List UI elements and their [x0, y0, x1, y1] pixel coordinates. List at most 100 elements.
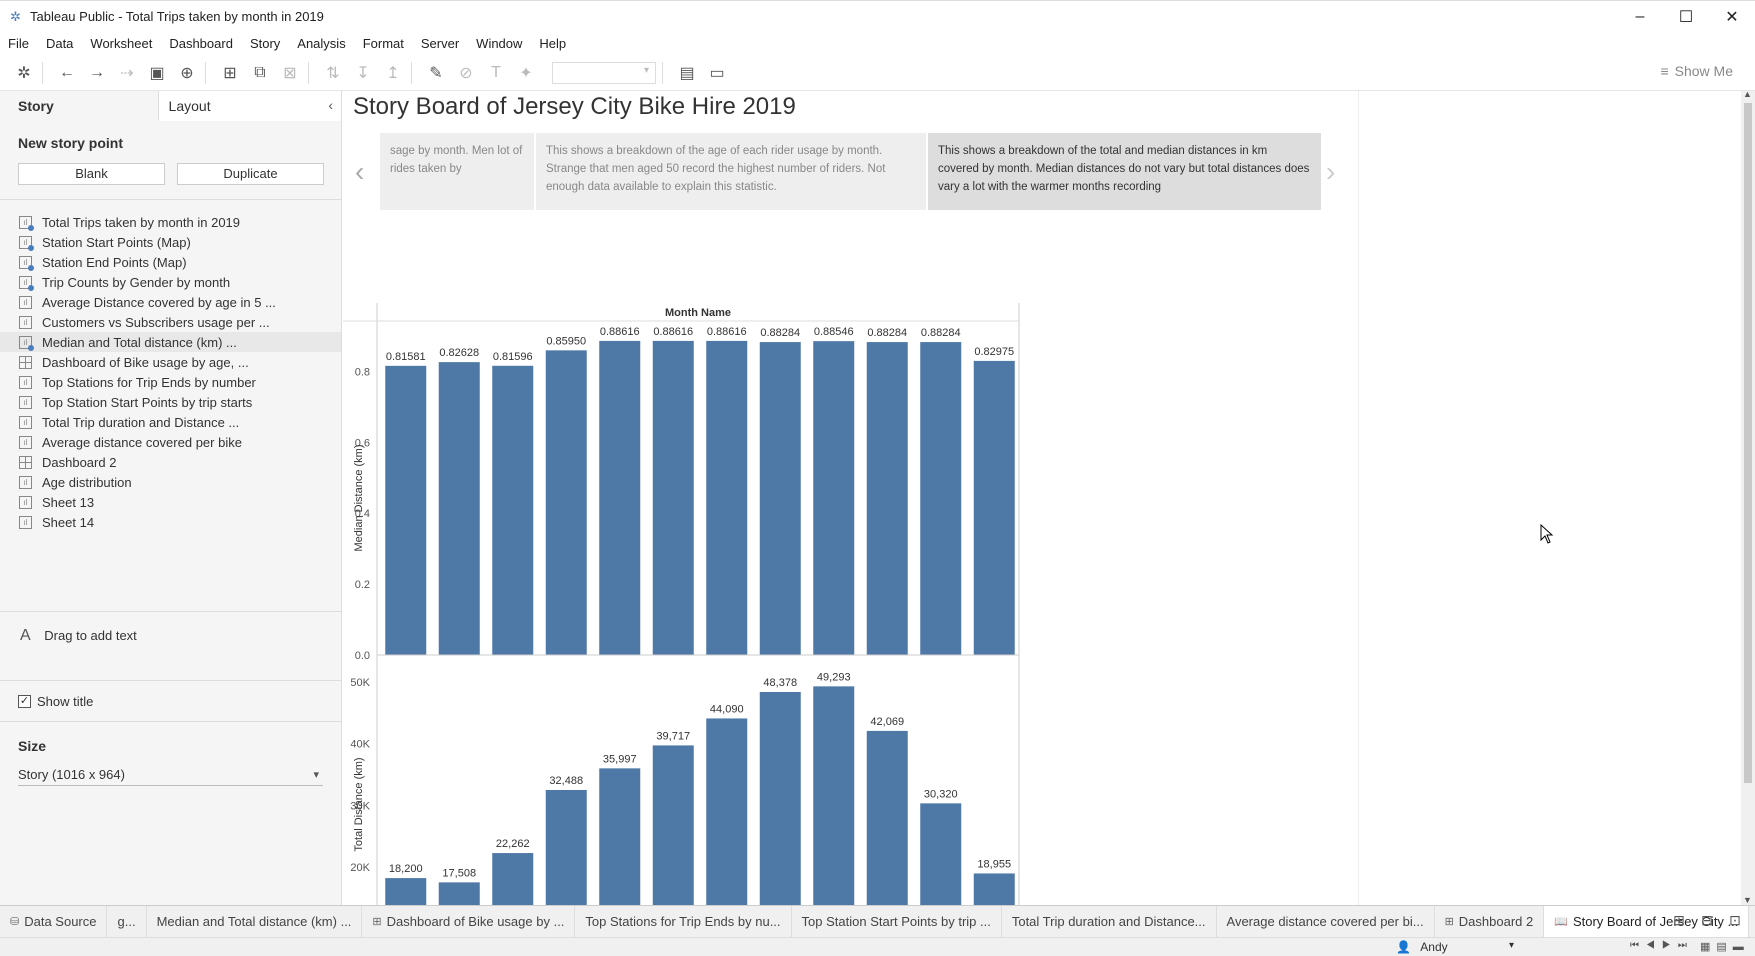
- show-title-checkbox[interactable]: ✓: [18, 695, 31, 708]
- labels-icon[interactable]: T: [491, 63, 501, 81]
- menu-analysis[interactable]: Analysis: [297, 35, 346, 51]
- clear-sheet-icon[interactable]: ⊠: [283, 64, 297, 82]
- group-icon[interactable]: ⊘: [459, 64, 473, 82]
- sheet-tab[interactable]: ⊞ Dashboard of Bike usage by ...: [362, 905, 576, 938]
- previous-story-point-icon[interactable]: ‹: [355, 156, 365, 187]
- close-icon[interactable]: ✕: [1725, 9, 1739, 26]
- sheet-tab-label: Top Station Start Points by trip ...: [801, 913, 991, 929]
- sheet-tab[interactable]: Top Station Start Points by trip ...: [792, 905, 1002, 938]
- worksheet-icon: ıl: [19, 275, 34, 291]
- presentation-icon[interactable]: ▭: [709, 64, 725, 82]
- fit-select[interactable]: [552, 61, 656, 84]
- replay-icon[interactable]: ⇢: [120, 64, 134, 82]
- sheet-list-item[interactable]: ıl Top Station Start Points by trip start…: [0, 392, 341, 412]
- sheet-tab-label: Average distance covered per bi...: [1226, 913, 1424, 929]
- scroll-up-icon[interactable]: ▲: [1743, 89, 1752, 99]
- collapse-panel-icon[interactable]: ‹: [328, 97, 333, 113]
- menu-file[interactable]: File: [8, 35, 29, 51]
- sheet-list-item[interactable]: ıl Average distance covered per bike: [0, 432, 341, 452]
- sheet-tab[interactable]: g...: [107, 905, 147, 938]
- menu-story[interactable]: Story: [249, 35, 281, 51]
- sheet-list-item[interactable]: ıl Total Trip duration and Distance ...: [0, 412, 341, 432]
- data-label: 0.81581: [386, 351, 426, 363]
- sheet-list-item[interactable]: ıl Station End Points (Map): [0, 252, 341, 272]
- canvas-boundary: [1358, 91, 1359, 905]
- vertical-scrollbar[interactable]: ▲ ▼: [1741, 89, 1755, 905]
- bar: [813, 686, 855, 911]
- story-point-caption[interactable]: This shows a breakdown of the age of eac…: [536, 133, 926, 210]
- menu-data[interactable]: Data: [45, 35, 74, 51]
- sheet-tab[interactable]: Top Stations for Trip Ends by nu...: [575, 905, 792, 938]
- sheet-list-item[interactable]: ıl Sheet 14: [0, 512, 341, 532]
- duplicate-sheet-icon[interactable]: ⧉: [254, 63, 266, 81]
- user-menu[interactable]: 👤 Andy: [1396, 940, 1514, 954]
- redo-icon[interactable]: →: [89, 63, 105, 81]
- pin-icon[interactable]: ✦: [519, 64, 533, 82]
- sheet-tab[interactable]: Average distance covered per bi...: [1217, 905, 1435, 938]
- new-dashboard-icon[interactable]: ⊟: [1701, 912, 1713, 928]
- sheet-list-item[interactable]: ıl Median and Total distance (km) ...: [0, 332, 341, 352]
- maximize-icon[interactable]: ☐: [1678, 9, 1694, 26]
- menu-server[interactable]: Server: [420, 35, 460, 51]
- scroll-down-icon[interactable]: ▼: [1743, 895, 1752, 905]
- new-worksheet-icon[interactable]: ⊞: [1673, 912, 1685, 928]
- sheet-navigation-icons[interactable]: ⏮◀▶⏭: [1630, 940, 1694, 951]
- bar: [599, 340, 641, 655]
- sheet-list-item[interactable]: ıl Station Start Points (Map): [0, 232, 341, 252]
- sheet-list-item[interactable]: ıl Average Distance covered by age in 5 .…: [0, 292, 341, 312]
- sheet-tab[interactable]: 📖 Story Board of Jersey City ...: [1544, 905, 1750, 938]
- sheet-tab-label: Dashboard 2: [1458, 913, 1534, 929]
- save-icon[interactable]: ▣: [149, 64, 165, 82]
- menu-help[interactable]: Help: [539, 35, 567, 51]
- sheet-list-item[interactable]: ıl Trip Counts by Gender by month: [0, 272, 341, 292]
- sheet-list-item[interactable]: ıl Sheet 13: [0, 492, 341, 512]
- undo-icon[interactable]: ←: [59, 63, 75, 81]
- sheet-tab[interactable]: ⛁ Data Source: [0, 905, 108, 938]
- sheet-tab[interactable]: Total Trip duration and Distance...: [1002, 905, 1217, 938]
- tableau-home-icon[interactable]: ✲: [17, 64, 31, 82]
- show-title-option[interactable]: ✓ Show title: [18, 694, 93, 709]
- sheet-tab[interactable]: Median and Total distance (km) ...: [147, 905, 363, 938]
- sheet-list-item[interactable]: ıl Age distribution: [0, 472, 341, 492]
- new-sheet-icon[interactable]: ⊞: [223, 64, 237, 82]
- tab-layout[interactable]: Layout: [157, 91, 341, 121]
- show-me-button[interactable]: ≡ Show Me: [1660, 63, 1733, 79]
- tab-story[interactable]: Story: [0, 91, 158, 121]
- bar: [866, 342, 908, 655]
- view-mode-icons[interactable]: ▦▤▬: [1700, 941, 1750, 953]
- bar: [545, 350, 587, 655]
- sort-descending-icon[interactable]: ↥: [386, 64, 400, 82]
- story-point-caption[interactable]: sage by month. Men lot of rides taken by: [380, 133, 534, 210]
- sheet-tab[interactable]: ⊞ Dashboard 2: [1435, 905, 1545, 938]
- next-story-point-icon[interactable]: ›: [1326, 156, 1336, 187]
- sort-ascending-icon[interactable]: ↧: [356, 64, 370, 82]
- sheet-list-item[interactable]: ıl Top Stations for Trip Ends by number: [0, 372, 341, 392]
- sheet-tab-label: Median and Total distance (km) ...: [156, 913, 352, 929]
- menu-worksheet[interactable]: Worksheet: [90, 35, 153, 51]
- highlight-icon[interactable]: ✎: [429, 64, 443, 82]
- minimize-icon[interactable]: –: [1635, 8, 1645, 25]
- duplicate-button[interactable]: Duplicate: [177, 163, 324, 185]
- sheet-list-label: Age distribution: [42, 474, 132, 490]
- y-tick-label: 0.8: [355, 366, 370, 378]
- sheet-list-item[interactable]: Dashboard 2: [0, 452, 341, 472]
- menu-dashboard[interactable]: Dashboard: [169, 35, 233, 51]
- blank-button[interactable]: Blank: [18, 163, 165, 185]
- scrollbar-thumb[interactable]: [1744, 103, 1752, 783]
- size-dropdown[interactable]: Story (1016 x 964): [18, 766, 323, 786]
- bar: [492, 853, 534, 911]
- story-point-caption-active[interactable]: This shows a breakdown of the total and …: [928, 133, 1321, 210]
- new-story-icon[interactable]: ⊡: [1729, 912, 1741, 928]
- menu-window[interactable]: Window: [476, 35, 523, 51]
- sheet-list-item[interactable]: ıl Total Trips taken by month in 2019: [0, 212, 341, 232]
- y-tick-label: 30K: [350, 800, 370, 812]
- add-datasource-icon[interactable]: ⊕: [180, 64, 194, 82]
- menu-format[interactable]: Format: [362, 35, 404, 51]
- drag-text-area[interactable]: A Drag to add text: [0, 611, 341, 681]
- show-cards-icon[interactable]: ▤: [679, 64, 695, 82]
- sheet-list-label: Station Start Points (Map): [42, 234, 191, 250]
- swap-icon[interactable]: ⇅: [326, 64, 340, 82]
- data-label: 0.82975: [974, 346, 1014, 358]
- sheet-list-item[interactable]: ıl Customers vs Subscribers usage per ...: [0, 312, 341, 332]
- sheet-list-item[interactable]: Dashboard of Bike usage by age, ...: [0, 352, 341, 372]
